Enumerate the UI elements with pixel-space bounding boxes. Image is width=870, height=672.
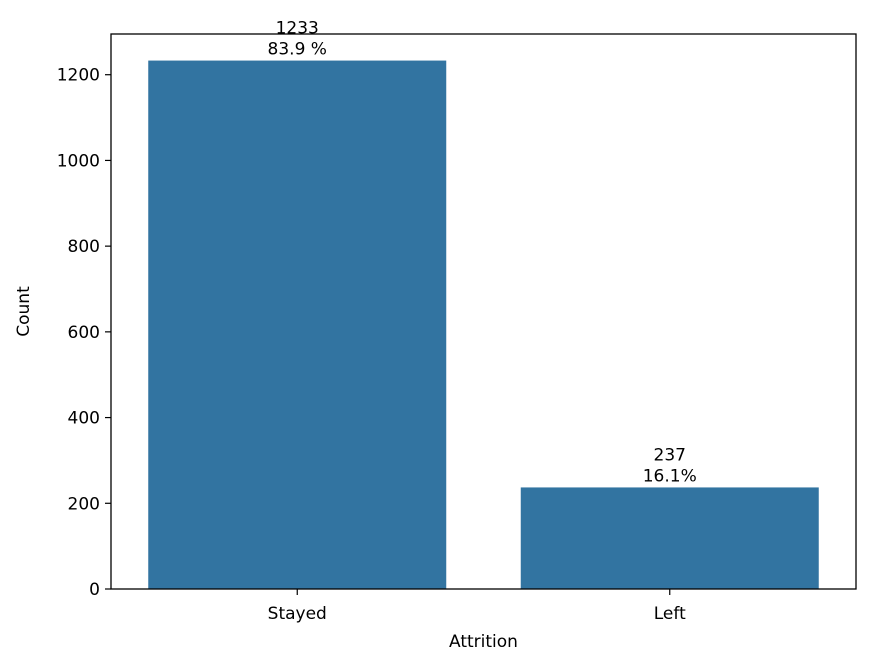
bars-layer	[148, 60, 819, 590]
y-tick-label-1200: 1200	[57, 66, 100, 86]
bar-count-label-stayed: 1233	[276, 19, 319, 39]
y-tick-label-200: 200	[68, 494, 100, 514]
y-tick-label-0: 0	[89, 580, 100, 600]
x-axis-title: Attrition	[449, 632, 518, 652]
bar-left	[520, 487, 819, 589]
bar-percent-label-stayed: 83.9 %	[268, 40, 327, 60]
bar-count-label-left: 237	[654, 445, 686, 465]
y-tick-label-400: 400	[68, 409, 100, 429]
y-axis-title: Count	[14, 286, 34, 337]
y-tick-label-1000: 1000	[57, 151, 100, 171]
y-tick-label-800: 800	[68, 237, 100, 257]
y-tick-label-600: 600	[68, 323, 100, 343]
x-axis: Stayed Left	[268, 589, 686, 624]
plot-frame	[110, 33, 857, 590]
y-axis: 0 200 400 600 800 1000 1200	[57, 66, 111, 600]
x-tick-label-stayed: Stayed	[268, 604, 327, 624]
bar-percent-label-left: 16.1%	[643, 466, 697, 486]
x-tick-label-left: Left	[654, 604, 686, 624]
bar-stayed	[148, 60, 447, 590]
